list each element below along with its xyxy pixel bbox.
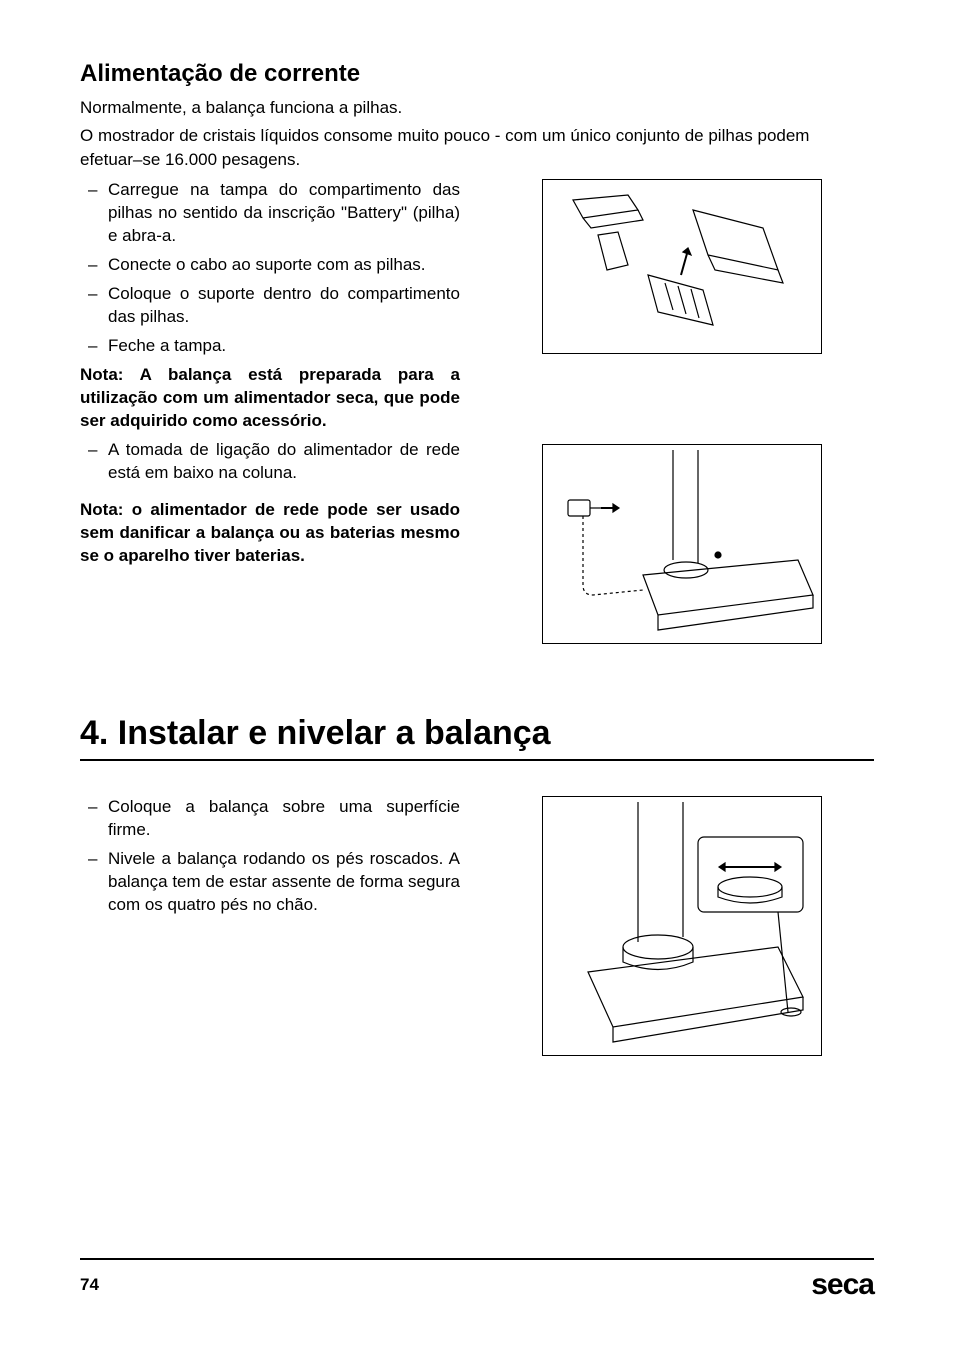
note-adapter-safe: Nota: o alimentador de rede pode ser usa… [80,499,460,568]
section-4-text-column: Coloque a balança sobre uma superfície f… [80,796,460,1056]
page-number: 74 [80,1275,99,1295]
battery-instructions-list: Carregue na tampa do compartimento das p… [80,179,460,358]
list-item: Nivele a balança rodando os pés roscados… [80,848,460,917]
list-item: Carregue na tampa do compartimento das p… [80,179,460,248]
adapter-list: A tomada de ligação do alimentador de re… [80,439,460,485]
subsection-diagram-column [490,179,874,644]
leveling-instructions-list: Coloque a balança sobre uma superfície f… [80,796,460,917]
list-item: Coloque a balança sobre uma superfície f… [80,796,460,842]
intro-paragraph-2: O mostrador de cristais líquidos consome… [80,124,874,172]
page-footer: 74 seca [80,1258,874,1302]
power-socket-icon [543,445,823,645]
diagram-battery-compartment [542,179,822,354]
section-4-two-column: Coloque a balança sobre uma superfície f… [80,796,874,1056]
diagram-leveling-foot [542,796,822,1056]
section-4-title: 4. Instalar e nivelar a balança [80,714,874,761]
seca-logo: seca [811,1268,874,1302]
note-adapter: Nota: A balança está preparada para a ut… [80,364,460,433]
subsection-two-column: Carregue na tampa do compartimento das p… [80,179,874,644]
subsection-title: Alimentação de corrente [80,60,874,88]
list-item: Conecte o cabo ao suporte com as pilhas. [80,254,460,277]
leveling-foot-icon [543,797,823,1057]
diagram-power-socket [542,444,822,644]
list-item: Coloque o suporte dentro do compartiment… [80,283,460,329]
list-item: Feche a tampa. [80,335,460,358]
subsection-text-column: Carregue na tampa do compartimento das p… [80,179,460,644]
section-4-diagram-column [490,796,874,1056]
battery-compartment-icon [543,180,823,355]
intro-paragraph-1: Normalmente, a balança funciona a pilhas… [80,96,874,120]
list-item: A tomada de ligação do alimentador de re… [80,439,460,485]
